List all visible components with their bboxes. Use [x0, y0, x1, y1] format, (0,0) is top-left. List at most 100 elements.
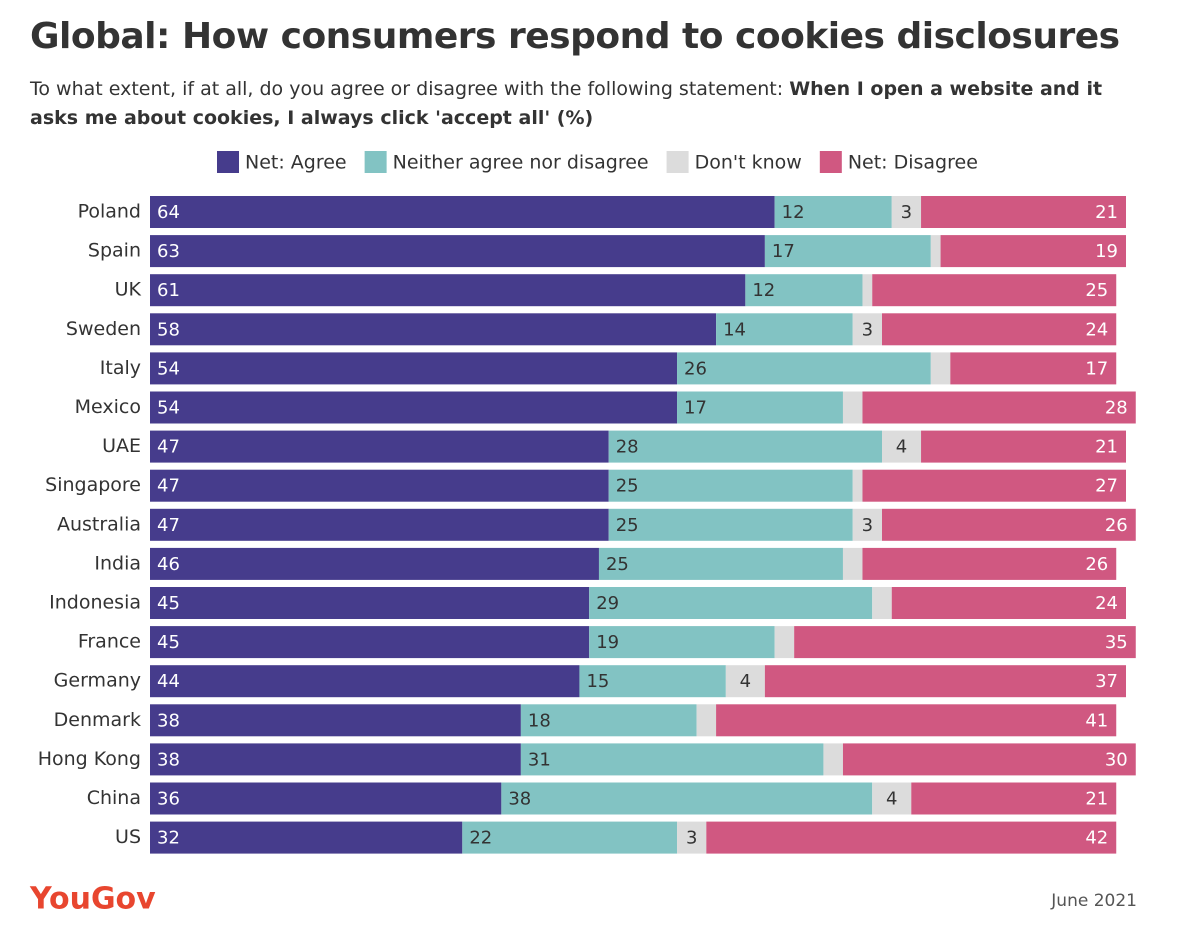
data-label: 63 — [157, 241, 180, 262]
data-label: 32 — [157, 828, 180, 849]
data-label: 21 — [1095, 437, 1118, 458]
data-label: 38 — [508, 789, 531, 810]
bar-segment — [150, 235, 765, 268]
bar-segment — [520, 743, 824, 776]
data-label: 25 — [616, 515, 639, 536]
bar-segment — [891, 196, 922, 228]
data-label: 3 — [862, 515, 873, 536]
data-label: 45 — [157, 632, 180, 653]
bar-segment — [150, 587, 590, 619]
bar-segment — [872, 274, 1117, 307]
data-label: 46 — [157, 554, 180, 575]
bar-segment — [150, 274, 746, 307]
data-label: 26 — [684, 358, 707, 379]
bar-segment — [862, 274, 873, 307]
legend-swatch — [217, 151, 239, 173]
bar-segment — [862, 469, 1126, 502]
data-label: 27 — [1095, 476, 1118, 497]
legend-label: Net: Disagree — [848, 152, 978, 174]
bar-segment — [150, 821, 463, 854]
data-label: 36 — [157, 789, 180, 810]
data-label: 3 — [901, 202, 912, 223]
data-label: 54 — [157, 358, 180, 379]
bar-segment — [872, 782, 912, 815]
bar-segment — [882, 508, 1136, 541]
y-tick-label: Sweden — [66, 318, 141, 340]
bar-segment — [716, 313, 853, 346]
legend-swatch — [819, 151, 842, 173]
y-tick-label: Singapore — [45, 474, 141, 496]
y-tick-label: Poland — [78, 201, 141, 223]
bar-segment — [150, 430, 609, 463]
legend-swatch — [364, 151, 387, 173]
y-tick-label: Italy — [100, 357, 141, 379]
data-label: 64 — [157, 202, 180, 223]
bar-segment — [462, 821, 678, 854]
data-label: 31 — [528, 749, 551, 770]
y-tick-label: France — [78, 631, 141, 653]
y-tick-label: India — [94, 552, 141, 574]
bar-segment — [677, 391, 843, 424]
bar-segment — [706, 821, 1117, 854]
bar-segment — [852, 508, 882, 541]
y-tick-label: Indonesia — [49, 592, 141, 614]
data-label: 35 — [1105, 632, 1128, 653]
chart-title: Global: How consumers respond to cookies… — [30, 16, 1120, 57]
bar-segment — [579, 665, 726, 698]
data-label: 61 — [157, 280, 180, 301]
data-label: 26 — [1105, 515, 1128, 536]
subtitle-block: To what extent, if at all, do you agree … — [30, 75, 1110, 133]
bar-segment — [823, 743, 843, 776]
data-label: 4 — [740, 671, 751, 692]
data-label: 4 — [886, 789, 897, 810]
bar-segment — [891, 587, 1126, 619]
data-label: 47 — [157, 515, 180, 536]
data-label: 24 — [1095, 593, 1118, 614]
legend-label: Don't know — [695, 152, 802, 174]
bar-segment — [862, 547, 1117, 580]
data-label: 3 — [686, 828, 697, 849]
bar-segment — [842, 547, 863, 580]
data-label: 17 — [772, 241, 795, 262]
bar-segment — [774, 626, 795, 659]
data-label: 28 — [616, 437, 639, 458]
bar-segment — [598, 547, 843, 580]
bar-segment — [862, 391, 1136, 424]
data-label: 54 — [157, 398, 180, 419]
data-label: 25 — [1085, 280, 1108, 301]
bar-segment — [150, 547, 599, 580]
data-label: 4 — [896, 437, 907, 458]
bar-segment — [677, 352, 931, 385]
data-label: 24 — [1085, 319, 1108, 340]
bar-segment — [842, 743, 1136, 776]
bar-segment — [940, 235, 1126, 268]
data-label: 30 — [1105, 749, 1128, 770]
data-label: 47 — [157, 476, 180, 497]
bar-segment — [150, 782, 502, 815]
y-tick-label: Hong Kong — [38, 748, 141, 770]
bar-segment — [589, 587, 873, 619]
data-label: 58 — [157, 319, 180, 340]
bar-segment — [608, 469, 853, 502]
bar-segment — [716, 704, 1117, 737]
y-tick-label: Germany — [54, 670, 141, 692]
bar-segment — [150, 508, 609, 541]
bar-segment — [872, 587, 892, 619]
data-label: 26 — [1085, 554, 1108, 575]
bar-segment — [150, 196, 775, 228]
y-tick-label: Australia — [57, 513, 141, 535]
y-tick-label: US — [115, 826, 141, 848]
data-label: 38 — [157, 749, 180, 770]
data-label: 12 — [752, 280, 775, 301]
legend-label: Net: Agree — [245, 152, 347, 174]
data-label: 41 — [1085, 710, 1108, 731]
data-label: 14 — [723, 319, 746, 340]
data-label: 25 — [606, 554, 629, 575]
bar-segment — [842, 391, 863, 424]
question: When I open a website and it asks me abo… — [30, 78, 1103, 129]
data-label: 29 — [596, 593, 619, 614]
bar-segment — [501, 782, 873, 815]
data-label: 44 — [157, 671, 180, 692]
